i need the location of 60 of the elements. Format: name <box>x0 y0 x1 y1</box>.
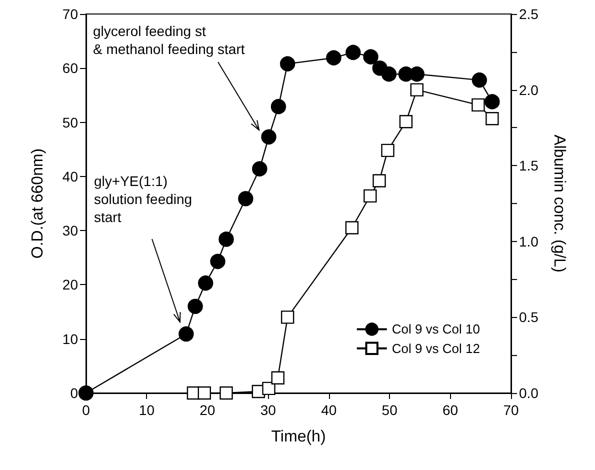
x-tick-label: 20 <box>200 402 216 418</box>
point <box>252 161 268 176</box>
annotation: glycerol feeding st & methanol feeding start <box>93 22 245 58</box>
point <box>484 94 500 110</box>
y-axis-title: O.D.(at 660nm) <box>30 148 46 259</box>
point <box>78 385 94 401</box>
point <box>472 72 488 88</box>
y-tick-label: 60 <box>62 60 78 76</box>
point <box>262 382 276 396</box>
point <box>326 50 342 66</box>
y-tick-label: 20 <box>62 276 78 293</box>
legend-label: Col 9 vs Col 10 <box>392 322 480 337</box>
y2-tick-label: 2.5 <box>519 6 539 22</box>
x-tick-label: 70 <box>503 402 519 418</box>
point <box>381 144 394 158</box>
y-tick-label: 50 <box>62 114 78 130</box>
point <box>472 98 485 112</box>
y2-axis-title: Albumin conc. (g/L) <box>550 134 568 272</box>
annotation: gly+YE(1:1) solution feeding start <box>94 172 192 226</box>
point <box>271 371 284 384</box>
point <box>238 191 254 206</box>
y2-tick-label: 0.5 <box>519 309 539 326</box>
x-tick-label: 30 <box>260 402 276 418</box>
y2-tick-label: 0.0 <box>519 385 539 401</box>
x-tick-label: 60 <box>442 402 458 418</box>
point <box>345 221 359 234</box>
y2-tick-label: 2.0 <box>519 82 539 98</box>
point <box>218 232 234 247</box>
x-tick-label: 0 <box>82 402 90 418</box>
point <box>220 386 233 400</box>
point <box>363 49 378 64</box>
y-tick-label: 0 <box>70 385 78 401</box>
point <box>198 275 214 291</box>
y-tick-label: 30 <box>62 222 78 239</box>
x-axis-title: Time(h) <box>271 428 326 446</box>
x-tick-label: 50 <box>382 402 398 418</box>
point <box>178 326 194 342</box>
point <box>210 254 226 270</box>
point <box>280 310 294 324</box>
point <box>270 98 286 114</box>
point <box>381 66 397 82</box>
y-tick-label: 70 <box>62 6 78 22</box>
y-tick-label: 40 <box>62 168 78 184</box>
point <box>364 189 377 203</box>
point <box>198 386 211 400</box>
point <box>346 44 361 60</box>
x-tick-label: 40 <box>321 402 337 418</box>
point <box>486 112 499 126</box>
point <box>280 56 296 72</box>
y2-tick-label: 1.5 <box>519 158 539 174</box>
y2-tick-label: 1.0 <box>519 233 539 250</box>
point <box>372 174 386 188</box>
point <box>409 66 424 82</box>
point <box>261 129 276 144</box>
point <box>188 298 203 314</box>
point <box>410 83 424 96</box>
x-tick-label: 10 <box>138 402 155 418</box>
y-tick-label: 10 <box>62 330 78 347</box>
legend-label: Col 9 vs Col 12 <box>392 340 480 356</box>
point <box>399 115 413 128</box>
